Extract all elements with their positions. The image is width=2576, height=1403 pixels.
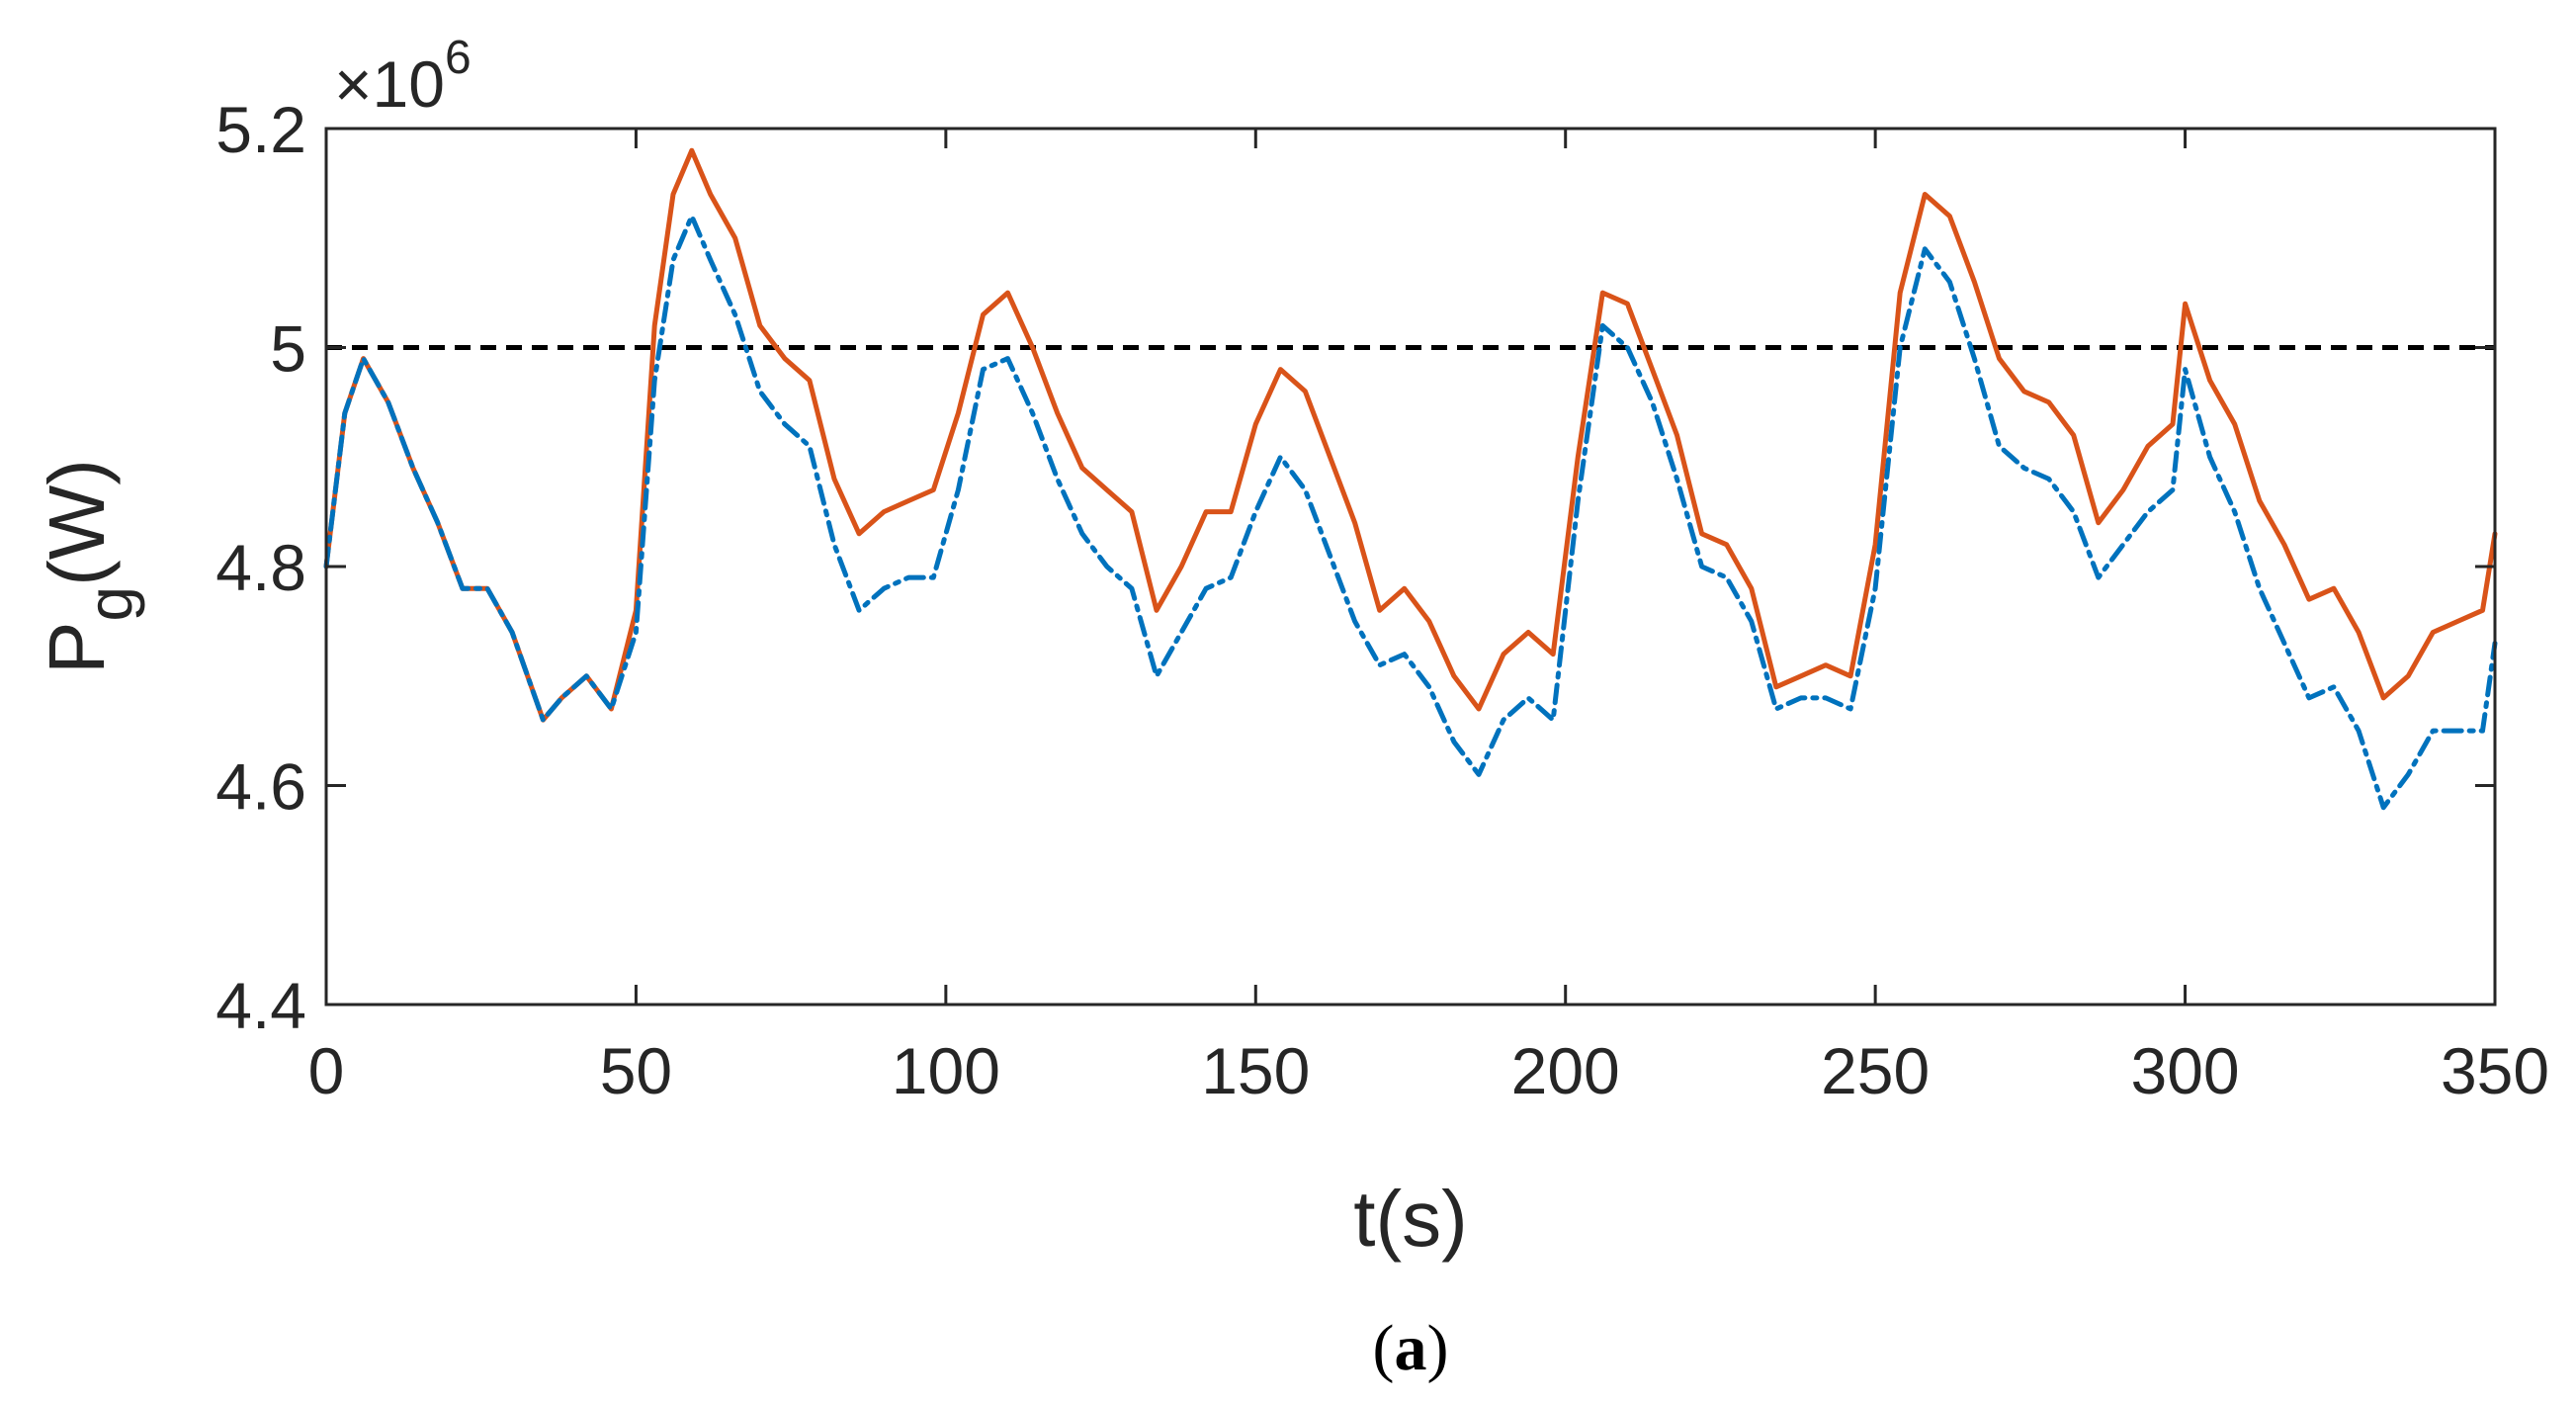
x-tick-label: 0: [308, 1034, 345, 1107]
series-layer: [323, 147, 2498, 811]
x-tick-label: 100: [892, 1034, 1000, 1107]
x-tick-label: 300: [2131, 1034, 2240, 1107]
x-tick-label: 50: [600, 1034, 672, 1107]
y-tick-label: 4.6: [215, 750, 306, 824]
caption-close: ): [1427, 1312, 1449, 1384]
x-tick-label: 200: [1511, 1034, 1620, 1107]
figure-caption: (a): [1373, 1312, 1449, 1384]
series-line-orange-solid: [323, 147, 2498, 723]
x-tick-label: 250: [1821, 1034, 1930, 1107]
y-multiplier-prefix: ×10: [334, 47, 445, 121]
caption-letter: a: [1395, 1312, 1427, 1384]
y-multiplier-exp: 6: [445, 32, 472, 84]
y-tick-label: 4.8: [215, 531, 306, 604]
y-multiplier: ×106: [334, 32, 472, 121]
series-line-blue-dashdot: [323, 214, 2498, 811]
x-tick-label: 350: [2441, 1034, 2549, 1107]
ticks-layer: 0 50 100 150 200 250 300 350 4.4 4.6 4.8 5 5.2: [215, 93, 2549, 1107]
y-axis-title-tail: (W): [33, 459, 121, 586]
x-axis-title: t(s): [1353, 1175, 1468, 1263]
y-axis-title-sub: g: [74, 586, 145, 622]
plot-area: [326, 129, 2495, 1005]
y-tick-label: 5.2: [215, 93, 306, 166]
y-axis-title-main: P: [33, 622, 121, 674]
y-tick-label: 4.4: [215, 969, 306, 1042]
y-tick-label: 5: [270, 312, 306, 386]
y-axis-title: Pg(W): [33, 459, 145, 674]
x-tick-label: 150: [1201, 1034, 1310, 1107]
caption-open: (: [1373, 1312, 1395, 1384]
